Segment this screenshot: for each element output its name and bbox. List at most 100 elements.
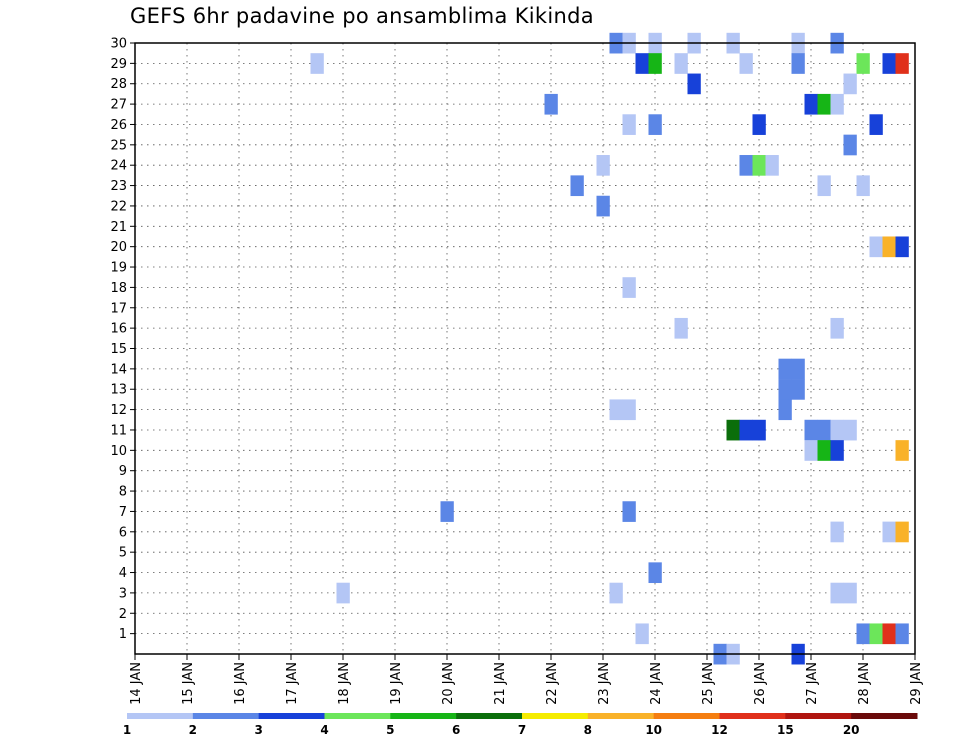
- precip-cell: [778, 379, 792, 400]
- x-tick-label: 23 JAN: [597, 662, 612, 705]
- precip-cell: [674, 317, 688, 339]
- y-tick-label: 24: [110, 159, 127, 174]
- precip-cell: [895, 53, 909, 74]
- colorbar-label: 10: [645, 723, 662, 737]
- x-tick-label: 24 JAN: [649, 662, 664, 705]
- precip-cell: [843, 73, 857, 95]
- y-tick-label: 28: [110, 77, 127, 92]
- precip-cell: [336, 582, 350, 604]
- y-tick-label: 23: [110, 179, 127, 194]
- colorbar-label: 6: [452, 723, 460, 737]
- precip-cell: [856, 623, 870, 645]
- y-tick-label: 11: [110, 423, 127, 438]
- precip-cell: [856, 53, 870, 74]
- colorbar-label: 20: [843, 723, 860, 737]
- precip-cell: [635, 53, 649, 74]
- colorbar-label: 4: [320, 723, 328, 737]
- x-tick-label: 25 JAN: [701, 662, 716, 705]
- precip-cell: [765, 155, 779, 176]
- x-tick-label: 19 JAN: [389, 662, 404, 705]
- colorbar-swatch: [851, 713, 918, 719]
- precip-cell: [739, 419, 753, 441]
- y-tick-label: 13: [110, 383, 127, 398]
- colorbar-label: 15: [777, 723, 794, 737]
- precip-cell: [635, 623, 649, 645]
- y-tick-label: 21: [110, 220, 127, 235]
- precip-cell: [882, 521, 896, 543]
- precip-cell: [843, 419, 857, 441]
- precip-cell: [726, 419, 740, 441]
- precip-cell: [739, 155, 753, 176]
- x-tick-label: 18 JAN: [337, 662, 352, 705]
- y-tick-label: 2: [119, 607, 127, 622]
- y-tick-label: 5: [119, 546, 127, 561]
- precip-cell: [830, 317, 844, 339]
- colorbar-label: 3: [254, 723, 262, 737]
- colorbar-label: 1: [123, 723, 131, 737]
- precip-cell: [830, 93, 844, 115]
- y-tick-label: 10: [110, 444, 127, 459]
- precip-cell: [791, 379, 805, 400]
- precip-cell: [817, 93, 831, 115]
- precipitation-cells: [310, 32, 909, 665]
- precip-cell: [674, 53, 688, 74]
- precip-cell: [596, 195, 610, 217]
- precip-cell: [843, 582, 857, 604]
- colorbar-label: 8: [584, 723, 592, 737]
- precip-cell: [791, 53, 805, 74]
- precip-cell: [830, 419, 844, 441]
- precip-cell: [830, 582, 844, 604]
- precip-cell: [830, 521, 844, 543]
- precip-cell: [544, 93, 558, 115]
- precip-cell: [310, 53, 324, 74]
- y-tick-label: 26: [110, 118, 127, 133]
- y-tick-label: 20: [110, 240, 127, 255]
- y-tick-label: 27: [110, 98, 127, 113]
- precip-cell: [895, 521, 909, 543]
- precip-cell: [778, 399, 792, 421]
- y-axis: 1234567891011121314151617181920212223242…: [110, 37, 135, 642]
- colorbar-swatch: [456, 713, 523, 719]
- colorbar-swatch: [587, 713, 655, 719]
- precip-cell: [882, 623, 896, 645]
- precip-cell: [817, 175, 831, 197]
- precip-cell: [856, 175, 870, 197]
- x-axis: 14 JAN 15 JAN 16 JAN 17 JAN 18 JAN 19 JAN 20 J…: [129, 654, 924, 705]
- x-tick-label: 20 JAN: [441, 662, 456, 705]
- colorbar-swatch: [258, 713, 325, 719]
- precip-cell: [804, 93, 818, 115]
- precip-cell: [752, 419, 766, 441]
- precip-cell: [791, 358, 805, 380]
- precip-cell: [830, 440, 844, 461]
- y-tick-label: 19: [110, 261, 127, 276]
- colorbar-swatch: [324, 713, 391, 719]
- y-tick-label: 22: [110, 199, 127, 214]
- precip-cell: [895, 236, 909, 258]
- colorbar-swatch: [390, 713, 457, 719]
- y-tick-label: 15: [110, 342, 127, 357]
- precip-cell: [778, 358, 792, 380]
- precip-cell: [570, 175, 584, 197]
- y-tick-label: 30: [110, 37, 127, 52]
- colorbar-label: 2: [189, 723, 197, 737]
- y-tick-label: 25: [110, 138, 127, 153]
- precip-cell: [648, 562, 662, 584]
- precip-cell: [804, 419, 818, 441]
- precip-cell: [687, 73, 701, 95]
- x-tick-label: 21 JAN: [493, 662, 508, 705]
- y-tick-label: 16: [110, 322, 127, 337]
- x-tick-label: 26 JAN: [753, 662, 768, 705]
- grid-lines: [134, 42, 916, 654]
- precip-cell: [622, 501, 636, 522]
- x-tick-label: 29 JAN: [909, 662, 924, 705]
- precip-cell: [882, 236, 896, 258]
- precip-cell: [596, 155, 610, 176]
- y-tick-label: 6: [119, 525, 127, 540]
- x-tick-label: 17 JAN: [285, 662, 300, 705]
- colorbar-swatch: [127, 713, 194, 719]
- chart-title: GEFS 6hr padavine po ansamblima Kikinda: [130, 4, 594, 28]
- precip-cell: [882, 53, 896, 74]
- colorbar-legend: 1 2 3 4 5 6 7 8 10 12 15 20: [123, 713, 918, 737]
- precip-cell: [895, 440, 909, 461]
